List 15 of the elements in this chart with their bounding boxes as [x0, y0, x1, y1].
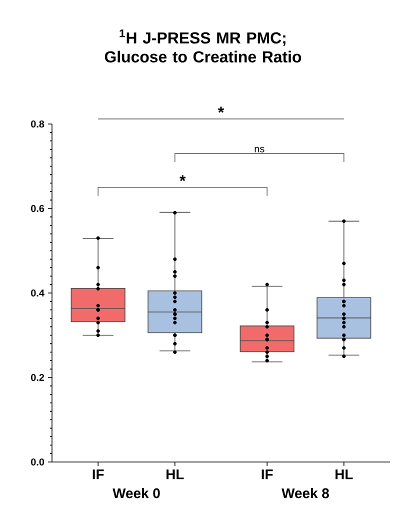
chart-title: $^{1}$H J-PRESS MR PMC; Glucose to Creatine Ratio	[104, 29, 302, 62]
annotation: ns	[254, 146, 264, 152]
x-axis-title: Week 8	[282, 488, 329, 498]
x-axis-title: Week 0	[112, 488, 160, 498]
x-tick-label: HL	[166, 470, 184, 480]
text: *	[218, 106, 224, 113]
annotation: *	[180, 175, 186, 182]
y-tick-label: 0.6	[31, 204, 44, 212]
y-tick-label: 0.8	[31, 120, 44, 128]
y-tick-label: 0.4	[31, 289, 44, 297]
x-tick-label: IF	[92, 470, 104, 480]
x-tick-label: IF	[262, 470, 273, 480]
y-tick-label: 0.2	[31, 374, 44, 382]
x-tick-label: HL	[336, 470, 353, 480]
y-tick-label: 0.0	[31, 458, 44, 466]
